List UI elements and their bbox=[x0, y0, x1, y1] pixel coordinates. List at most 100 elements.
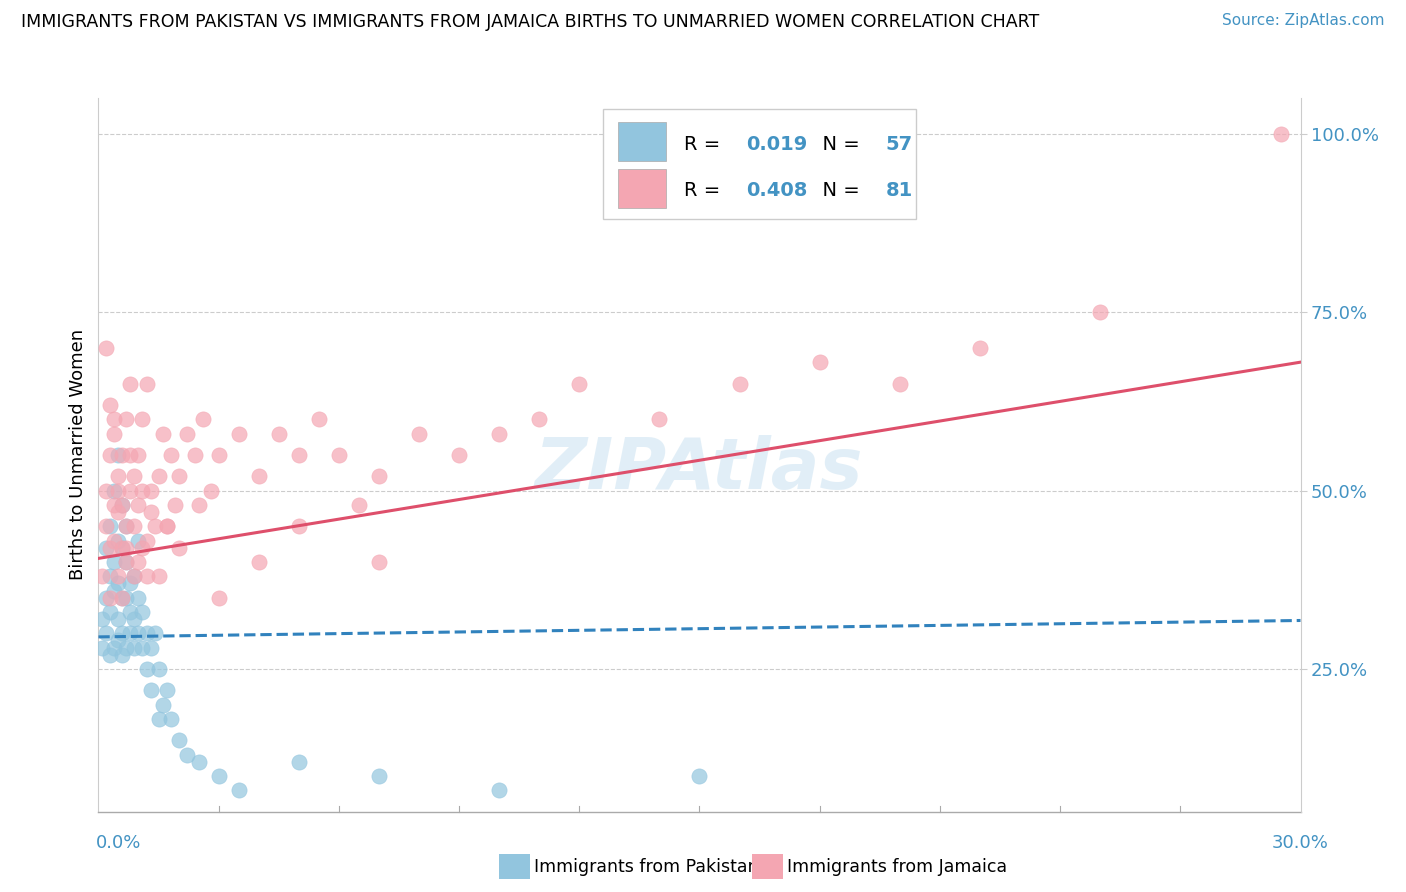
Point bbox=[128, 533, 150, 548]
Point bbox=[163, 498, 186, 512]
Point bbox=[128, 591, 150, 605]
Point bbox=[408, 426, 430, 441]
Point bbox=[208, 448, 231, 462]
Text: 0.0%: 0.0% bbox=[96, 834, 141, 852]
Point bbox=[368, 469, 391, 483]
Point bbox=[183, 448, 205, 462]
Text: N =: N = bbox=[810, 135, 866, 154]
Point bbox=[139, 505, 162, 519]
Text: IMMIGRANTS FROM PAKISTAN VS IMMIGRANTS FROM JAMAICA BIRTHS TO UNMARRIED WOMEN CO: IMMIGRANTS FROM PAKISTAN VS IMMIGRANTS F… bbox=[21, 13, 1039, 31]
FancyBboxPatch shape bbox=[617, 169, 666, 208]
Point bbox=[107, 483, 129, 498]
Text: R =: R = bbox=[683, 135, 727, 154]
Text: Immigrants from Jamaica: Immigrants from Jamaica bbox=[787, 858, 1008, 876]
Point bbox=[148, 569, 170, 583]
Point bbox=[288, 755, 311, 769]
Point bbox=[152, 698, 174, 712]
Point bbox=[187, 498, 209, 512]
Point bbox=[115, 519, 138, 533]
Point bbox=[689, 769, 711, 783]
Point bbox=[103, 483, 125, 498]
Point bbox=[139, 483, 162, 498]
Text: 57: 57 bbox=[886, 135, 912, 154]
Point bbox=[728, 376, 751, 391]
Point bbox=[143, 626, 166, 640]
Point bbox=[124, 519, 146, 533]
Point bbox=[308, 412, 330, 426]
Point bbox=[288, 519, 311, 533]
Point bbox=[131, 605, 153, 619]
Point bbox=[120, 376, 142, 391]
Point bbox=[91, 612, 114, 626]
Point bbox=[167, 733, 190, 747]
Point bbox=[96, 483, 118, 498]
Point bbox=[148, 712, 170, 726]
Point bbox=[488, 426, 510, 441]
Point bbox=[91, 640, 114, 655]
Point bbox=[96, 341, 118, 355]
Point bbox=[139, 640, 162, 655]
Point bbox=[107, 469, 129, 483]
Point bbox=[200, 483, 222, 498]
Point bbox=[120, 626, 142, 640]
Point bbox=[368, 769, 391, 783]
Text: Source: ZipAtlas.com: Source: ZipAtlas.com bbox=[1222, 13, 1385, 29]
Point bbox=[131, 483, 153, 498]
Point bbox=[128, 448, 150, 462]
Point bbox=[208, 591, 231, 605]
Point bbox=[187, 755, 209, 769]
Point bbox=[120, 448, 142, 462]
Point bbox=[100, 519, 122, 533]
Point bbox=[128, 555, 150, 569]
Point bbox=[152, 426, 174, 441]
Point bbox=[447, 448, 470, 462]
Point bbox=[288, 448, 311, 462]
Point bbox=[115, 555, 138, 569]
Point bbox=[148, 469, 170, 483]
Point bbox=[111, 626, 134, 640]
Point bbox=[148, 662, 170, 676]
Point bbox=[96, 626, 118, 640]
Point bbox=[111, 541, 134, 555]
Point bbox=[1270, 127, 1292, 141]
Point bbox=[124, 569, 146, 583]
Text: R =: R = bbox=[683, 181, 727, 201]
Point bbox=[124, 569, 146, 583]
Point bbox=[159, 712, 181, 726]
Point bbox=[176, 426, 198, 441]
Point bbox=[131, 640, 153, 655]
Point bbox=[247, 469, 270, 483]
Point bbox=[111, 498, 134, 512]
Text: 81: 81 bbox=[886, 181, 912, 201]
Point bbox=[96, 591, 118, 605]
Point bbox=[115, 640, 138, 655]
Point bbox=[139, 683, 162, 698]
Point bbox=[247, 555, 270, 569]
Point bbox=[808, 355, 831, 369]
Text: ZIPAtlas: ZIPAtlas bbox=[536, 434, 863, 504]
Point bbox=[107, 505, 129, 519]
Point bbox=[131, 541, 153, 555]
Point bbox=[107, 533, 129, 548]
Point bbox=[167, 469, 190, 483]
Point bbox=[889, 376, 911, 391]
Point bbox=[115, 519, 138, 533]
Point bbox=[488, 783, 510, 797]
Point bbox=[115, 541, 138, 555]
Point bbox=[107, 576, 129, 591]
Point bbox=[103, 555, 125, 569]
Point bbox=[107, 612, 129, 626]
Point bbox=[124, 469, 146, 483]
Point bbox=[100, 448, 122, 462]
Point bbox=[124, 640, 146, 655]
Point bbox=[100, 541, 122, 555]
Point bbox=[155, 683, 177, 698]
Point bbox=[100, 648, 122, 662]
Point bbox=[368, 555, 391, 569]
Point bbox=[228, 426, 250, 441]
Point bbox=[115, 555, 138, 569]
Point bbox=[115, 412, 138, 426]
Point bbox=[135, 376, 157, 391]
Point bbox=[131, 412, 153, 426]
Point bbox=[107, 448, 129, 462]
